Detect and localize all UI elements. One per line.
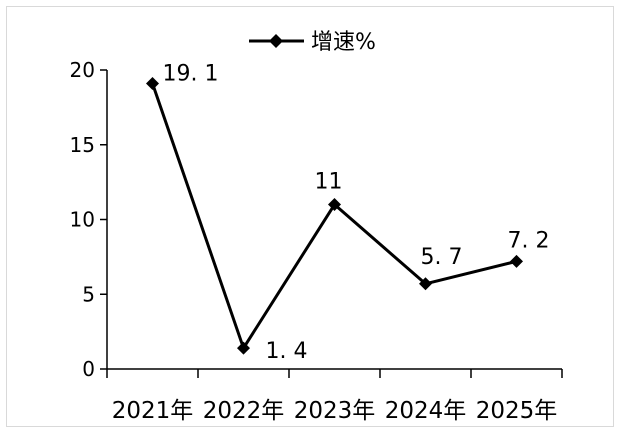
x-tick-label-2: 2023年 bbox=[294, 398, 376, 424]
data-point-1 bbox=[237, 341, 250, 355]
legend-label: 增速% bbox=[311, 30, 376, 55]
x-tick-label-1: 2022年 bbox=[203, 398, 285, 424]
data-point-4 bbox=[510, 254, 523, 268]
x-tick-label-3: 2024年 bbox=[385, 398, 467, 424]
data-label-1: 1. 4 bbox=[266, 339, 308, 364]
y-tick-label-0: 0 bbox=[82, 357, 95, 381]
y-tick-label-4: 20 bbox=[70, 58, 95, 82]
data-point-0 bbox=[146, 76, 159, 90]
x-tick-label-4: 2025年 bbox=[476, 398, 558, 424]
data-label-4: 7. 2 bbox=[508, 228, 550, 253]
y-tick-label-2: 10 bbox=[70, 208, 95, 232]
x-tick-label-0: 2021年 bbox=[112, 398, 194, 424]
legend-marker bbox=[269, 34, 283, 48]
series-line bbox=[151, 82, 517, 350]
data-label-3: 5. 7 bbox=[421, 245, 463, 270]
data-point-3 bbox=[419, 277, 432, 291]
data-label-0: 19. 1 bbox=[163, 61, 219, 86]
data-point-2 bbox=[328, 198, 341, 212]
data-label-2: 11 bbox=[315, 170, 343, 195]
y-tick-label-3: 15 bbox=[70, 133, 95, 157]
y-tick-label-1: 5 bbox=[82, 282, 95, 306]
